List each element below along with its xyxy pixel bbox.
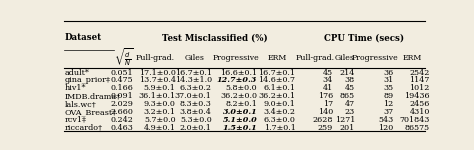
Text: 259: 259 (318, 124, 333, 132)
Text: Giles: Giles (185, 54, 205, 62)
Text: 2.660: 2.660 (110, 108, 133, 116)
Text: 1.5±0.1: 1.5±0.1 (222, 124, 257, 132)
Text: 8.2±0.1: 8.2±0.1 (225, 100, 257, 108)
Text: 6.1±0.1: 6.1±0.1 (264, 84, 295, 92)
Text: 36.2±0.1: 36.2±0.1 (258, 92, 295, 100)
Text: 0.463: 0.463 (110, 124, 133, 132)
Text: 140: 140 (318, 108, 333, 116)
Text: 4.9±0.1: 4.9±0.1 (144, 124, 176, 132)
Text: Progressive: Progressive (212, 54, 259, 62)
Text: riccardo†: riccardo† (65, 124, 103, 132)
Text: 13.7±0.4: 13.7±0.4 (139, 76, 176, 84)
Text: 4310: 4310 (410, 108, 430, 116)
Text: 701843: 701843 (400, 116, 430, 124)
Text: 9.0±0.1: 9.0±0.1 (264, 100, 295, 108)
Text: ERM: ERM (268, 54, 287, 62)
Text: 3.8±0.4: 3.8±0.4 (180, 108, 212, 116)
Text: 5.1±0.0: 5.1±0.0 (222, 116, 257, 124)
Text: 38: 38 (345, 76, 355, 84)
Text: 5.7±0.0: 5.7±0.0 (144, 116, 176, 124)
Text: 14.6±0.7: 14.6±0.7 (258, 76, 295, 84)
Text: 5.3±0.0: 5.3±0.0 (180, 116, 212, 124)
Text: 16.7±0.1: 16.7±0.1 (258, 69, 295, 76)
Text: 12.7±0.3: 12.7±0.3 (217, 76, 257, 84)
Text: 6.3±0.2: 6.3±0.2 (180, 84, 212, 92)
Text: 45: 45 (323, 69, 333, 76)
Text: 0.242: 0.242 (110, 116, 133, 124)
Text: 37.0±0.1: 37.0±0.1 (175, 92, 212, 100)
Text: 201: 201 (340, 124, 355, 132)
Text: 543: 543 (378, 116, 393, 124)
Text: 17: 17 (323, 100, 333, 108)
Text: 3.2±0.1: 3.2±0.1 (144, 108, 176, 116)
Text: 1147: 1147 (410, 76, 430, 84)
Text: Dataset: Dataset (64, 33, 101, 42)
Text: 6.3±0.0: 6.3±0.0 (264, 116, 295, 124)
Text: CPU Time (secs): CPU Time (secs) (324, 33, 404, 42)
Text: 45: 45 (345, 84, 355, 92)
Text: 2.0±0.1: 2.0±0.1 (180, 124, 212, 132)
Text: 23: 23 (345, 108, 355, 116)
Text: 2.029: 2.029 (110, 100, 133, 108)
Text: 36.1±0.1: 36.1±0.1 (138, 92, 176, 100)
Text: 2542: 2542 (410, 69, 430, 76)
Text: IMDB.drama†: IMDB.drama† (65, 92, 121, 100)
Text: 1.7±0.1: 1.7±0.1 (264, 124, 295, 132)
Text: 89: 89 (383, 92, 393, 100)
Text: gina_prior‡: gina_prior‡ (65, 76, 111, 84)
Text: 47: 47 (345, 100, 355, 108)
Text: 176: 176 (318, 92, 333, 100)
Text: 37: 37 (383, 108, 393, 116)
Text: 2456: 2456 (410, 100, 430, 108)
Text: 865: 865 (340, 92, 355, 100)
Text: Giles: Giles (335, 54, 355, 62)
Text: Test Misclassified (%): Test Misclassified (%) (163, 33, 268, 42)
Text: 1012: 1012 (410, 84, 430, 92)
Text: 36: 36 (383, 69, 393, 76)
Text: 41: 41 (323, 84, 333, 92)
Text: lals.wc†: lals.wc† (65, 100, 97, 108)
Text: rcv1‡: rcv1‡ (65, 116, 87, 124)
Text: 35: 35 (383, 84, 393, 92)
Text: $\sqrt{\frac{d}{N}}$: $\sqrt{\frac{d}{N}}$ (114, 47, 134, 68)
Text: 0.091: 0.091 (110, 92, 133, 100)
Text: Progressive: Progressive (352, 54, 399, 62)
Text: 34: 34 (323, 76, 333, 84)
Text: 0.051: 0.051 (110, 69, 133, 76)
Text: 5.9±0.1: 5.9±0.1 (144, 84, 176, 92)
Text: ERM: ERM (403, 54, 422, 62)
Text: Full-grad.: Full-grad. (296, 54, 335, 62)
Text: 0.166: 0.166 (110, 84, 133, 92)
Text: 5.8±0.0: 5.8±0.0 (226, 84, 257, 92)
Text: 36.2±0.0: 36.2±0.0 (220, 92, 257, 100)
Text: 8.3±0.3: 8.3±0.3 (180, 100, 212, 108)
Text: 3.4±0.2: 3.4±0.2 (264, 108, 295, 116)
Text: 120: 120 (378, 124, 393, 132)
Text: 1271: 1271 (335, 116, 355, 124)
Text: 3.0±0.1: 3.0±0.1 (222, 108, 257, 116)
Text: 16.7±0.1: 16.7±0.1 (175, 69, 212, 76)
Text: adult*: adult* (65, 69, 90, 76)
Text: 12: 12 (383, 100, 393, 108)
Text: 2628: 2628 (312, 116, 333, 124)
Text: 31: 31 (383, 76, 393, 84)
Text: 19436: 19436 (404, 92, 430, 100)
Text: 9.3±0.0: 9.3±0.0 (144, 100, 176, 108)
Text: 0.475: 0.475 (110, 76, 133, 84)
Text: Full-grad.: Full-grad. (136, 54, 175, 62)
Text: 16.6±0.1: 16.6±0.1 (220, 69, 257, 76)
Text: 214: 214 (339, 69, 355, 76)
Text: OVA_Breast†: OVA_Breast† (65, 108, 117, 116)
Text: 86575: 86575 (405, 124, 430, 132)
Text: hiv1*: hiv1* (65, 84, 86, 92)
Text: 17.1±0.0: 17.1±0.0 (139, 69, 176, 76)
Text: 14.3±1.0: 14.3±1.0 (174, 76, 212, 84)
